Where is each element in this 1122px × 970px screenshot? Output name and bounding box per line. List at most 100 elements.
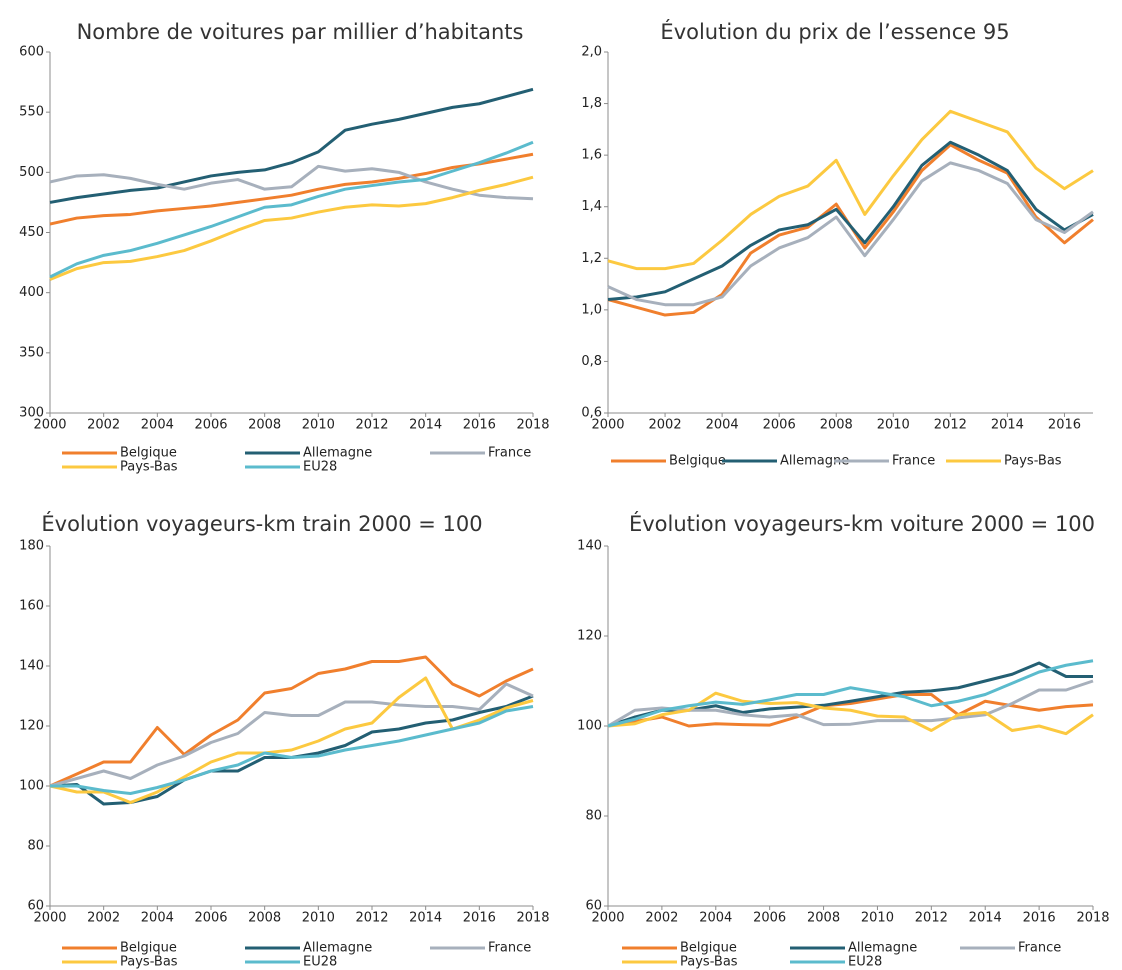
y-tick-label: 350 bbox=[19, 345, 44, 360]
series-line bbox=[607, 691, 1094, 736]
y-tick-label: 120 bbox=[19, 719, 44, 734]
x-tick-label: 2000 bbox=[33, 911, 66, 926]
y-tick-label: 450 bbox=[19, 225, 44, 240]
y-tick-label: 550 bbox=[19, 105, 44, 120]
legend-label: Belgique bbox=[120, 941, 177, 956]
x-tick-label: 2016 bbox=[1023, 911, 1056, 926]
series-line bbox=[49, 140, 534, 279]
x-tick-label: 2010 bbox=[302, 418, 335, 433]
y-tick-label: 80 bbox=[27, 839, 44, 854]
y-tick-label: 1,4 bbox=[581, 199, 602, 214]
series-line bbox=[49, 164, 534, 201]
series-line bbox=[607, 143, 1094, 317]
y-tick-label: 120 bbox=[577, 629, 602, 644]
x-tick-label: 2002 bbox=[649, 418, 682, 433]
x-tick-label: 2018 bbox=[516, 418, 549, 433]
legend-label: Allemagne bbox=[848, 941, 917, 956]
x-tick-label: 2008 bbox=[807, 911, 840, 926]
y-tick-label: 60 bbox=[27, 899, 44, 914]
series-line bbox=[49, 655, 534, 788]
y-tick-label: 180 bbox=[19, 539, 44, 554]
legend-label: EU28 bbox=[303, 460, 337, 475]
y-tick-label: 400 bbox=[19, 285, 44, 300]
x-tick-label: 2000 bbox=[591, 418, 624, 433]
x-tick-label: 2010 bbox=[302, 911, 335, 926]
x-tick-label: 2004 bbox=[706, 418, 739, 433]
series-line bbox=[49, 87, 534, 204]
x-tick-label: 2000 bbox=[33, 418, 66, 433]
x-tick-label: 2012 bbox=[934, 418, 967, 433]
y-tick-label: 500 bbox=[19, 165, 44, 180]
x-tick-label: 2008 bbox=[248, 911, 281, 926]
series-line bbox=[49, 152, 534, 226]
x-tick-label: 2006 bbox=[763, 418, 796, 433]
y-tick-label: 140 bbox=[577, 539, 602, 554]
y-tick-label: 100 bbox=[19, 779, 44, 794]
y-tick-label: 0,8 bbox=[581, 354, 602, 369]
x-tick-label: 2002 bbox=[87, 911, 120, 926]
legend-label: Pays-Bas bbox=[1004, 454, 1062, 469]
legend-label: EU28 bbox=[303, 955, 337, 970]
x-tick-label: 2014 bbox=[969, 911, 1002, 926]
legend-label: Pays-Bas bbox=[120, 955, 178, 970]
legend-label: France bbox=[488, 446, 531, 461]
x-tick-label: 2006 bbox=[753, 911, 786, 926]
x-tick-label: 2012 bbox=[915, 911, 948, 926]
x-tick-label: 2010 bbox=[861, 911, 894, 926]
series-line bbox=[49, 175, 534, 281]
y-tick-label: 100 bbox=[577, 719, 602, 734]
y-tick-label: 300 bbox=[19, 406, 44, 421]
y-tick-label: 60 bbox=[585, 899, 602, 914]
x-tick-label: 2002 bbox=[87, 418, 120, 433]
y-tick-label: 0,6 bbox=[581, 406, 602, 421]
y-tick-label: 2,0 bbox=[581, 45, 602, 60]
x-tick-label: 2000 bbox=[591, 911, 624, 926]
series-line bbox=[50, 705, 534, 795]
y-tick-label: 1,6 bbox=[581, 148, 602, 163]
y-tick-label: 1,2 bbox=[581, 251, 602, 266]
x-tick-label: 2006 bbox=[194, 911, 227, 926]
legend-label: Allemagne bbox=[303, 941, 372, 956]
x-tick-label: 2016 bbox=[463, 418, 496, 433]
y-tick-label: 1,8 bbox=[581, 96, 602, 111]
x-tick-label: 2014 bbox=[409, 418, 442, 433]
x-tick-label: 2018 bbox=[1076, 911, 1109, 926]
series-line bbox=[607, 109, 1094, 271]
legend-label: Allemagne bbox=[303, 446, 372, 461]
x-tick-label: 2008 bbox=[820, 418, 853, 433]
x-tick-label: 2004 bbox=[141, 418, 174, 433]
legend-label: France bbox=[892, 454, 935, 469]
series-line bbox=[607, 693, 1094, 728]
x-tick-label: 2008 bbox=[248, 418, 281, 433]
legend-label: France bbox=[1018, 941, 1061, 956]
chart-title: Nombre de voitures par millier d’habitan… bbox=[77, 20, 524, 44]
chart-title: Évolution voyageurs-km voiture 2000 = 10… bbox=[629, 511, 1095, 536]
chart-title: Évolution voyageurs-km train 2000 = 100 bbox=[41, 511, 482, 536]
x-tick-label: 2016 bbox=[1048, 418, 1081, 433]
x-tick-label: 2004 bbox=[699, 911, 732, 926]
legend-label: France bbox=[488, 941, 531, 956]
y-tick-label: 600 bbox=[19, 45, 44, 60]
series-line bbox=[49, 682, 534, 788]
x-tick-label: 2006 bbox=[194, 418, 227, 433]
legend-label: EU28 bbox=[848, 955, 882, 970]
series-line bbox=[49, 676, 534, 804]
legend-label: Belgique bbox=[669, 454, 726, 469]
legend-label: Pays-Bas bbox=[680, 955, 738, 970]
x-tick-label: 2004 bbox=[141, 911, 174, 926]
y-tick-label: 80 bbox=[585, 809, 602, 824]
chart-title: Évolution du prix de l’essence 95 bbox=[660, 19, 1009, 44]
legend-label: Belgique bbox=[120, 446, 177, 461]
series-line bbox=[607, 661, 1093, 728]
y-tick-label: 1,0 bbox=[581, 302, 602, 317]
x-tick-label: 2012 bbox=[355, 911, 388, 926]
legend-label: Allemagne bbox=[780, 454, 849, 469]
x-tick-label: 2016 bbox=[463, 911, 496, 926]
series-line bbox=[607, 140, 1094, 302]
x-tick-label: 2010 bbox=[877, 418, 910, 433]
y-tick-label: 160 bbox=[19, 599, 44, 614]
x-tick-label: 2014 bbox=[409, 911, 442, 926]
x-tick-label: 2002 bbox=[645, 911, 678, 926]
x-tick-label: 2012 bbox=[355, 418, 388, 433]
